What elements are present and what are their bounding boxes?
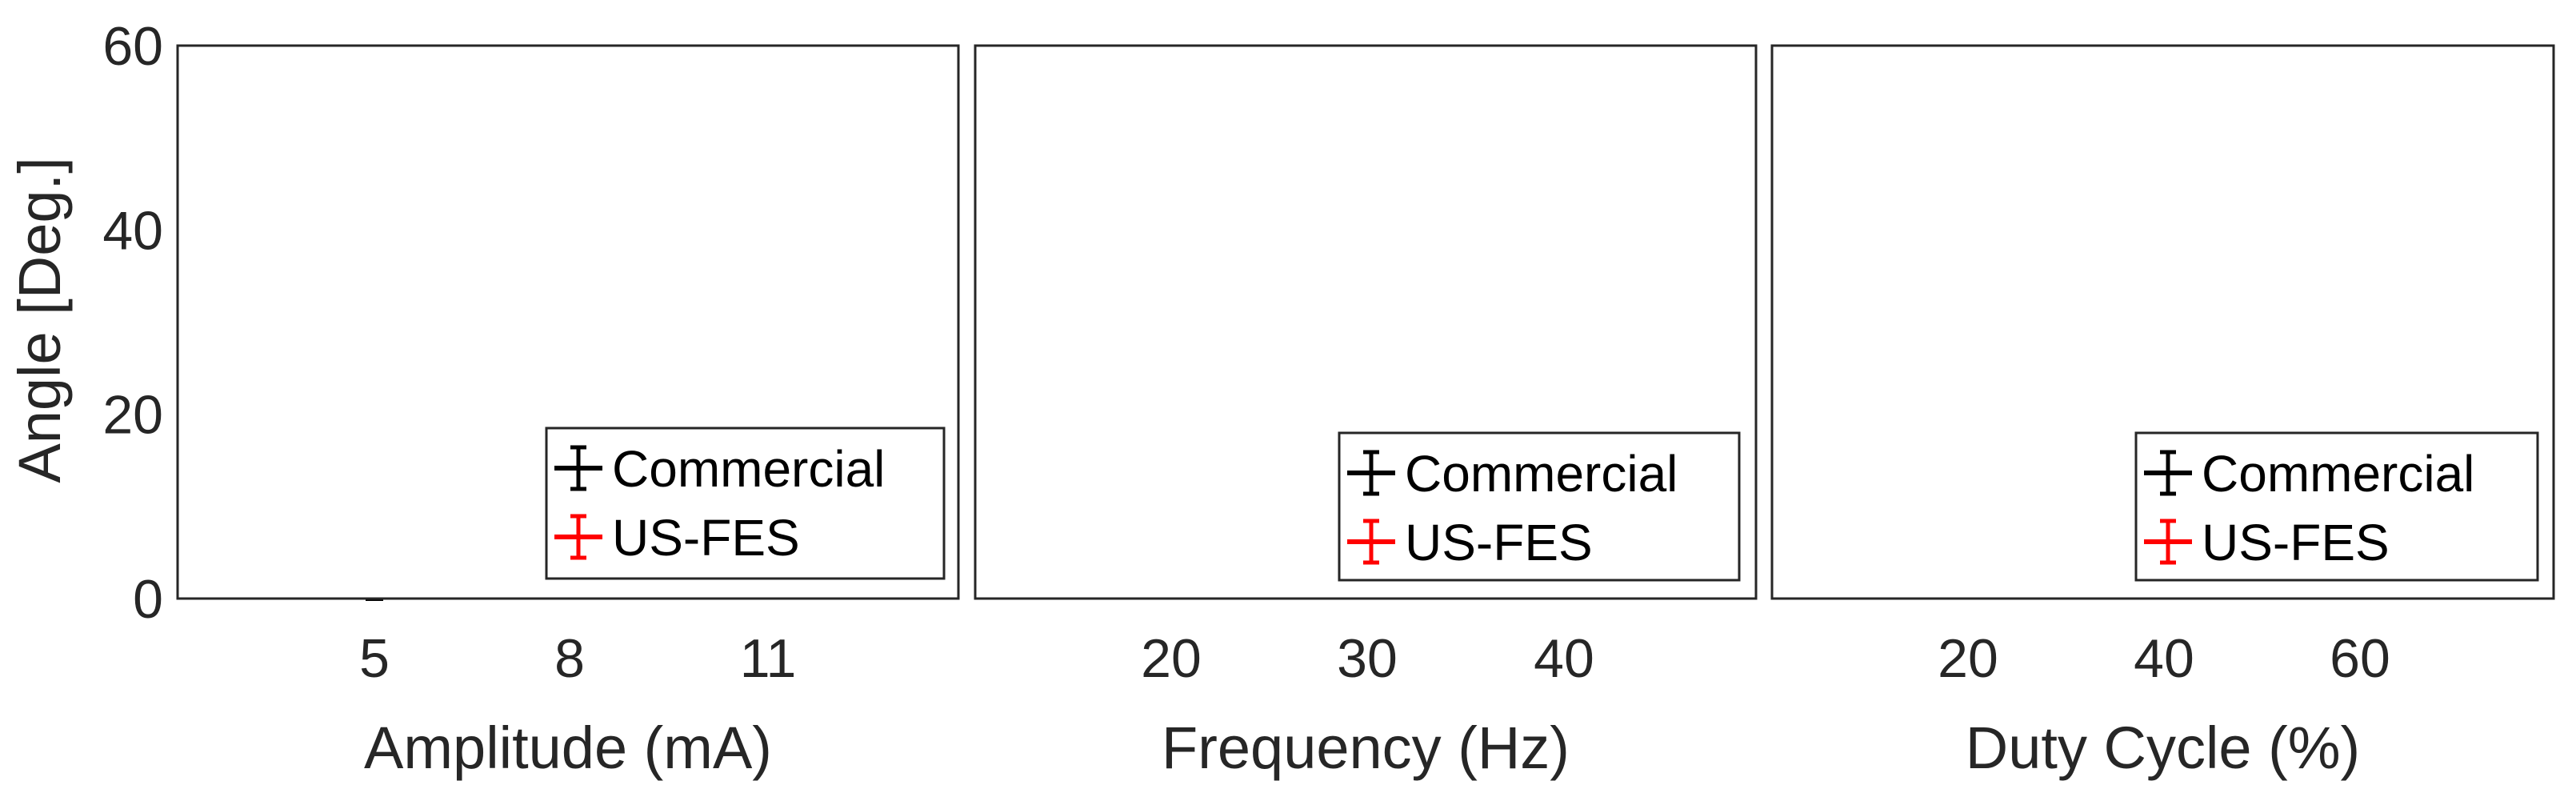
legend: Commercial US-FES	[545, 427, 946, 580]
legend-entry: US-FES	[1347, 514, 1593, 571]
legend: Commercial US-FES	[1338, 431, 1741, 582]
x-tick-label: 20	[1141, 628, 1202, 689]
x-axis-label: Duty Cycle (%)	[1966, 715, 2360, 781]
legend-entry: US-FES	[554, 509, 800, 567]
legend: Commercial US-FES	[2134, 431, 2539, 582]
legend-label: Commercial	[612, 440, 885, 498]
legend-entry: Commercial	[2144, 445, 2474, 503]
chart-panel-2: 20 30 40 Frequency (Hz) Commercial US-FES	[974, 44, 1758, 781]
x-tick-label: 20	[1938, 628, 1998, 689]
legend-label: Commercial	[1405, 445, 1678, 503]
x-tick-label: 40	[1534, 628, 1594, 689]
chart-panel-3: 20 40 60 Duty Cycle (%) Commercial US-FES	[1770, 44, 2555, 781]
x-tick-label: 5	[359, 628, 390, 689]
x-axis-label: Frequency (Hz)	[1162, 715, 1570, 781]
x-tick-label: 8	[554, 628, 585, 689]
x-tick-label: 60	[2330, 628, 2390, 689]
legend-box	[2134, 431, 2539, 582]
legend-entry: Commercial	[1347, 445, 1678, 503]
y-tick-label: 0	[133, 569, 163, 630]
y-tick-label: 20	[102, 385, 163, 446]
legend-label: US-FES	[2202, 514, 2390, 571]
x-tick-label: 30	[1337, 628, 1398, 689]
legend-label: US-FES	[1405, 514, 1593, 571]
legend-entry: US-FES	[2144, 514, 2390, 571]
x-tick-label: 40	[2134, 628, 2194, 689]
x-axis-label: Amplitude (mA)	[364, 715, 772, 781]
y-tick-label: 40	[102, 200, 163, 261]
y-tick-label: 60	[102, 16, 163, 77]
legend-entry: Commercial	[554, 440, 885, 498]
chart-panel-1: 0 20 40 60 5 8 11 Amplitude (mA) Commercial US-FE…	[102, 16, 960, 781]
legend-box	[545, 427, 946, 580]
y-axis-label: Angle [Deg.]	[6, 157, 73, 483]
legend-label: US-FES	[612, 509, 800, 567]
legend-label: Commercial	[2202, 445, 2474, 503]
x-tick-label: 11	[740, 628, 797, 689]
legend-box	[1338, 431, 1741, 582]
